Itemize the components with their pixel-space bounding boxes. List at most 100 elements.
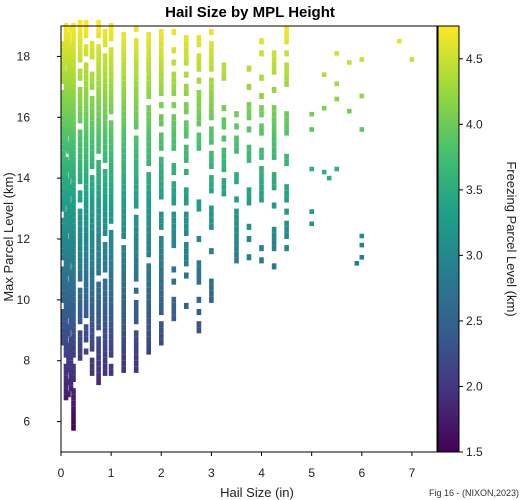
data-cell — [146, 190, 151, 197]
data-cell — [284, 80, 289, 87]
data-cell — [68, 105, 74, 112]
data-cell — [83, 305, 89, 312]
data-cell — [184, 150, 189, 157]
data-cell — [108, 138, 114, 145]
data-cell — [89, 77, 95, 84]
data-cell — [146, 123, 151, 130]
data-cell — [209, 296, 214, 303]
data-cell — [121, 178, 126, 185]
data-cell — [63, 53, 69, 60]
data-cell — [121, 281, 126, 288]
data-cell — [221, 68, 227, 75]
data-cell — [66, 269, 71, 276]
y-axis-title: Max Parcel Level (km) — [1, 172, 16, 301]
data-cell — [102, 321, 108, 328]
data-cell — [83, 105, 89, 112]
data-cell — [68, 348, 74, 355]
data-cell — [77, 147, 83, 154]
data-cell — [63, 375, 69, 382]
data-cell — [184, 229, 189, 236]
data-cell — [271, 105, 277, 112]
data-cell — [66, 366, 71, 373]
data-cell — [108, 248, 114, 255]
data-cell — [83, 50, 89, 57]
data-cell — [71, 65, 76, 72]
data-cell — [171, 83, 177, 90]
data-cell — [102, 357, 108, 364]
data-cell — [259, 153, 264, 160]
data-cell — [133, 336, 139, 343]
data-cell — [68, 299, 74, 306]
data-cell — [89, 193, 95, 200]
data-cell — [184, 302, 189, 309]
data-cell — [102, 83, 108, 90]
data-cell — [83, 208, 89, 215]
data-cell — [259, 172, 264, 179]
data-cell — [77, 293, 83, 300]
data-cell — [66, 44, 71, 51]
data-cell — [77, 86, 83, 93]
x-tick-label: 3 — [208, 466, 215, 480]
data-cell — [77, 105, 83, 112]
data-cell — [83, 44, 89, 51]
data-cell — [171, 302, 177, 309]
data-cell — [89, 181, 95, 188]
data-cell — [246, 254, 252, 261]
data-cell — [83, 135, 89, 142]
data-cell — [71, 71, 76, 78]
data-cell — [71, 345, 76, 352]
data-cell — [271, 153, 277, 160]
data-cell — [68, 111, 74, 118]
data-cell — [221, 153, 227, 160]
data-cell — [146, 305, 151, 312]
data-cell — [146, 251, 151, 258]
data-cell — [284, 117, 289, 124]
data-cell — [61, 236, 66, 243]
data-cell — [68, 269, 74, 276]
data-cell — [121, 172, 126, 179]
data-cell — [61, 126, 66, 133]
data-cell — [108, 296, 114, 303]
data-cell — [108, 205, 114, 212]
data-cell — [102, 217, 108, 224]
data-cell — [133, 135, 139, 142]
data-cell — [102, 41, 108, 48]
data-cell — [68, 232, 74, 239]
data-cell — [66, 324, 71, 331]
data-cell — [121, 159, 126, 166]
data-cell — [63, 47, 69, 54]
data-cell — [184, 102, 189, 109]
data-cell — [196, 260, 202, 267]
data-cell — [96, 141, 101, 148]
data-cell — [66, 105, 71, 112]
data-cell — [108, 217, 114, 224]
data-cell — [77, 196, 83, 203]
data-cell — [159, 181, 164, 188]
data-cell — [102, 296, 108, 303]
data-cell — [77, 318, 83, 325]
data-cell — [171, 181, 177, 188]
data-point — [359, 233, 365, 239]
data-cell — [246, 199, 252, 206]
data-cell — [221, 159, 227, 166]
data-cell — [96, 305, 101, 312]
data-cell — [68, 214, 74, 221]
data-cell — [66, 348, 71, 355]
data-cell — [221, 123, 227, 130]
data-cell — [184, 53, 189, 60]
data-cell — [159, 284, 164, 291]
data-cell — [146, 159, 151, 166]
data-cell — [77, 336, 83, 343]
data-cell — [184, 248, 189, 255]
data-cell — [96, 232, 101, 239]
data-cell — [68, 159, 74, 166]
data-cell — [159, 254, 164, 261]
data-cell — [209, 59, 214, 66]
data-cell — [71, 236, 76, 243]
y-tick-label: 6 — [23, 415, 30, 429]
data-cell — [66, 239, 71, 246]
data-cell — [89, 266, 95, 273]
data-cell — [71, 406, 76, 413]
data-cell — [68, 305, 74, 312]
data-cell — [96, 336, 101, 343]
